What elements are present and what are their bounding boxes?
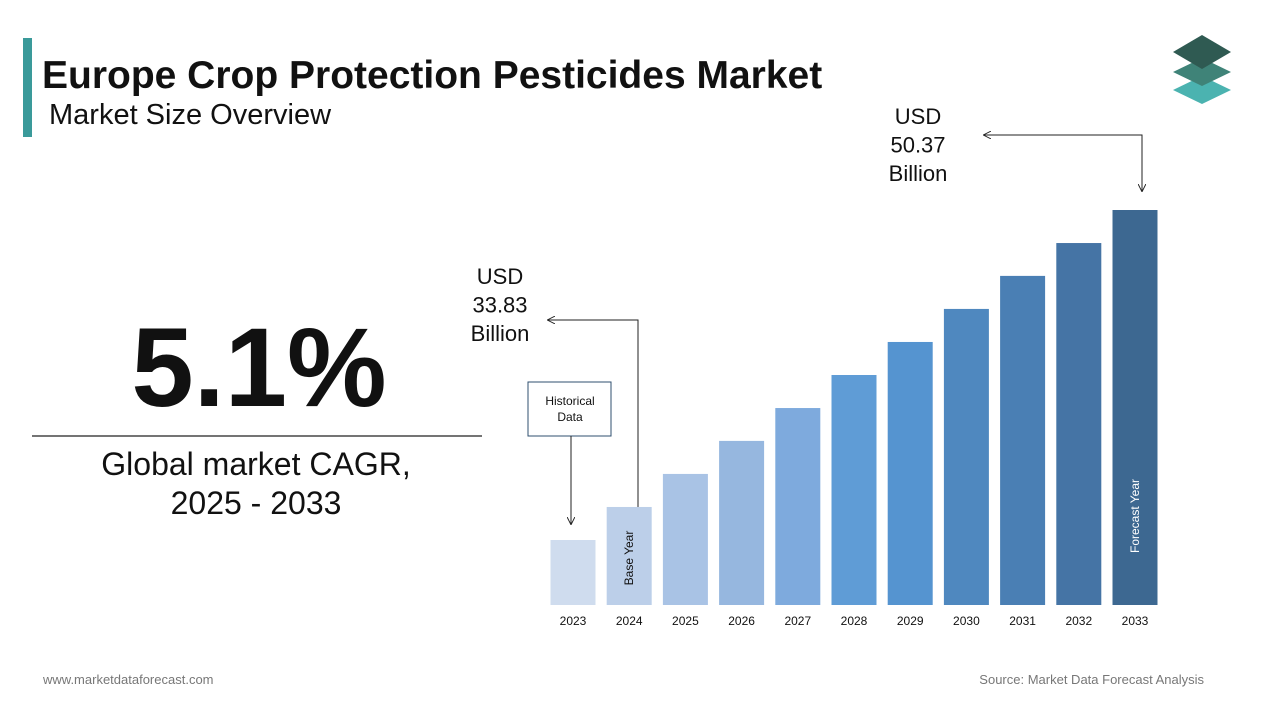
bar <box>943 308 989 605</box>
annotation: 33.83 <box>472 293 527 318</box>
x-tick-label: 2024 <box>616 614 643 628</box>
bar <box>719 440 765 605</box>
title: Europe Crop Protection Pesticides Market <box>42 54 822 97</box>
annotation: 50.37 <box>890 133 945 158</box>
annotation: USD <box>477 264 523 289</box>
annotation: Billion <box>889 161 948 186</box>
forecast-year-label: Forecast Year <box>1128 479 1142 553</box>
historical-label: Historical <box>545 394 594 408</box>
x-tick-label: 2031 <box>1009 614 1036 628</box>
x-tick-label: 2025 <box>672 614 699 628</box>
arrow <box>984 135 1142 191</box>
annotation: Billion <box>471 321 530 346</box>
bar <box>831 375 877 605</box>
website: www.marketdataforecast.com <box>42 672 214 687</box>
arrow <box>548 320 638 515</box>
bar <box>662 473 708 605</box>
cagr-caption: 2025 - 2033 <box>171 485 342 521</box>
source: Source: Market Data Forecast Analysis <box>979 672 1204 687</box>
bar <box>1112 210 1158 605</box>
x-tick-label: 2028 <box>841 614 868 628</box>
cagr-caption: Global market CAGR, <box>101 446 410 482</box>
bar <box>550 540 596 605</box>
x-tick-label: 2029 <box>897 614 924 628</box>
x-tick-label: 2033 <box>1122 614 1149 628</box>
cagr-value: 5.1% <box>131 305 386 430</box>
historical-label: Data <box>557 410 583 424</box>
x-tick-label: 2032 <box>1065 614 1092 628</box>
annotation: USD <box>895 104 941 129</box>
base-year-label: Base Year <box>622 531 636 586</box>
bar <box>606 506 652 605</box>
historical-box <box>527 381 612 437</box>
subtitle: Market Size Overview <box>49 99 332 131</box>
x-tick-label: 2027 <box>784 614 811 628</box>
title-accent <box>23 38 32 137</box>
x-tick-label: 2030 <box>953 614 980 628</box>
logo <box>1173 35 1231 104</box>
bar <box>887 341 933 605</box>
bar <box>1056 243 1102 605</box>
bar <box>775 408 821 605</box>
bar <box>1000 275 1046 605</box>
x-tick-label: 2026 <box>728 614 755 628</box>
x-tick-label: 2023 <box>560 614 587 628</box>
